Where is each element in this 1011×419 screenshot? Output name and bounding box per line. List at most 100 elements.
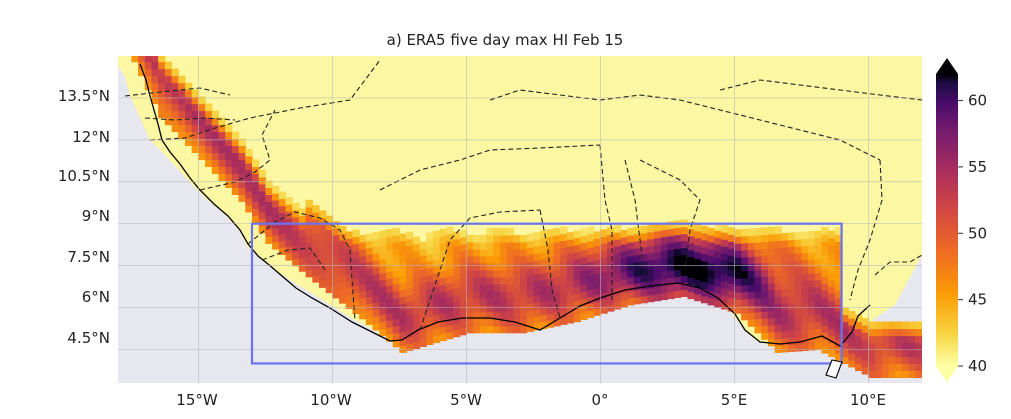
heat-cell	[674, 276, 682, 284]
heat-cell	[801, 231, 809, 240]
heat-cell	[171, 75, 179, 84]
heat-cell	[553, 262, 561, 271]
heat-cell	[131, 34, 138, 42]
heat-cell	[520, 304, 528, 313]
heat-cell	[687, 228, 695, 237]
heat-cell	[734, 236, 742, 244]
heat-cell	[767, 324, 776, 333]
heat-cell	[365, 303, 374, 311]
heat-cell	[225, 159, 233, 167]
heat-cell	[466, 276, 474, 285]
heat-cell	[332, 248, 340, 257]
lat-tick-label: 9°N	[82, 207, 110, 225]
heat-cell	[392, 255, 400, 264]
heat-cell	[372, 281, 380, 289]
heat-cell	[694, 230, 702, 239]
heat-cell	[741, 263, 749, 272]
heat-cell	[761, 255, 769, 263]
heat-cell	[593, 245, 601, 253]
heat-cell	[627, 227, 635, 236]
heat-cell	[714, 230, 722, 238]
heat-cell	[198, 124, 206, 133]
heat-cell	[332, 269, 340, 278]
heat-cell	[747, 277, 756, 285]
heat-cell	[834, 325, 843, 333]
heat-cell	[868, 349, 876, 358]
heat-cell	[419, 283, 427, 292]
heat-cell	[446, 240, 454, 249]
heat-cell	[895, 363, 903, 371]
heat-cell	[211, 117, 220, 126]
heat-cell	[627, 241, 635, 250]
heat-cell	[144, 68, 153, 77]
heat-index-field	[131, 34, 922, 378]
heat-cell	[439, 291, 447, 300]
heat-cell	[533, 267, 541, 275]
heat-cell	[855, 321, 863, 330]
heat-cell	[513, 248, 521, 257]
heat-cell	[540, 300, 548, 309]
heat-cell	[325, 229, 333, 238]
heat-cell	[540, 244, 548, 253]
heat-cell	[432, 300, 441, 309]
heat-cell	[788, 309, 796, 317]
heat-cell	[580, 235, 588, 244]
heat-cell	[473, 241, 481, 250]
heat-cell	[828, 321, 836, 330]
heat-cell	[419, 325, 427, 333]
heat-cell	[546, 306, 555, 314]
heat-cell	[781, 254, 789, 262]
heat-cell	[225, 145, 233, 153]
heat-cell	[164, 89, 173, 98]
heat-cell	[814, 237, 823, 246]
heat-cell	[794, 295, 802, 303]
heat-cell	[218, 117, 226, 126]
heat-cell	[365, 240, 374, 249]
heat-cell	[238, 152, 246, 160]
heat-cell	[714, 278, 722, 287]
heat-cell	[754, 248, 762, 257]
heat-cell	[439, 319, 447, 328]
heat-cell	[379, 279, 387, 288]
heat-cell	[292, 223, 300, 232]
heat-cell	[754, 227, 762, 236]
heat-cell	[493, 311, 501, 320]
heat-cell	[152, 41, 159, 49]
heat-cell	[895, 356, 903, 364]
heat-cell	[828, 272, 836, 281]
heat-cell	[660, 236, 668, 245]
heat-cell	[486, 283, 494, 292]
heat-cell	[171, 68, 179, 77]
heat-cell	[580, 249, 588, 258]
heat-cell	[386, 299, 394, 307]
heat-cell	[359, 269, 367, 278]
heat-cell	[446, 289, 454, 298]
heat-cell	[144, 56, 153, 63]
heat-cell	[506, 325, 514, 334]
heat-cell	[667, 242, 675, 251]
heat-cell	[895, 335, 903, 344]
heat-cell	[305, 227, 313, 236]
heat-cell	[915, 370, 922, 378]
heat-cell	[298, 264, 307, 272]
heat-cell	[258, 176, 266, 185]
heat-cell	[466, 262, 474, 271]
heat-cell	[814, 244, 823, 253]
heat-cell	[379, 328, 387, 337]
heat-cell	[821, 248, 829, 256]
heat-cell	[640, 232, 648, 241]
heat-cell	[667, 235, 675, 244]
heat-cell	[566, 253, 575, 261]
heat-cell	[506, 241, 514, 250]
heat-cell	[205, 159, 213, 167]
heat-cell	[493, 255, 501, 264]
heat-cell	[875, 335, 883, 344]
heat-cell	[580, 242, 588, 251]
heat-cell	[915, 328, 922, 337]
lat-tick-label: 4.5°N	[67, 329, 110, 347]
heat-cell	[767, 254, 776, 263]
heat-cell	[861, 318, 869, 326]
colorbar-tick-label: 45	[968, 291, 987, 309]
heat-cell	[888, 370, 896, 378]
heat-cell	[741, 277, 749, 286]
